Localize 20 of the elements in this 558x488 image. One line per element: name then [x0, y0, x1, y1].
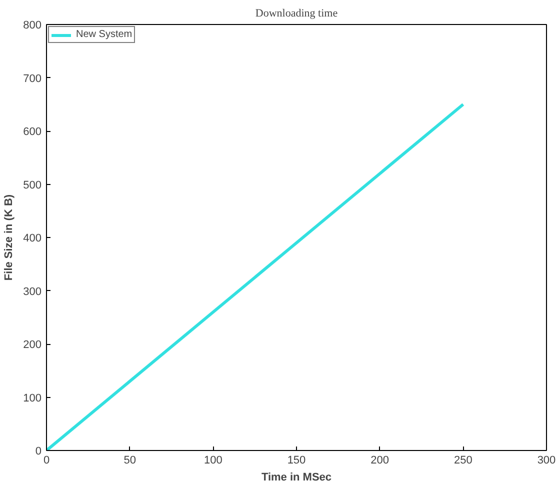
y-tick-label: 0 [35, 446, 42, 458]
y-tick-label: 400 [23, 232, 42, 244]
x-tick-label: 150 [287, 454, 306, 466]
chart-title: Downloading time [255, 8, 338, 20]
legend-label: New System [76, 29, 132, 40]
x-tick-label: 250 [454, 454, 472, 466]
y-tick-label: 700 [23, 72, 42, 85]
x-tick-label: 0 [43, 454, 50, 466]
x-tick-label: 200 [370, 454, 390, 466]
y-tick-label: 600 [23, 126, 42, 138]
y-axis-title: File Size in (K B) [3, 194, 16, 281]
x-tick-label: 100 [204, 454, 222, 466]
x-tick-label: 300 [537, 454, 556, 466]
y-tick-label: 300 [23, 286, 42, 298]
y-tick-label: 200 [23, 339, 42, 351]
x-axis-title: Time in MSec [261, 472, 332, 484]
x-tick-label: 50 [124, 454, 136, 466]
y-tick-label: 800 [23, 20, 42, 32]
y-tick-label: 100 [23, 392, 42, 404]
y-tick-label: 500 [23, 179, 42, 192]
